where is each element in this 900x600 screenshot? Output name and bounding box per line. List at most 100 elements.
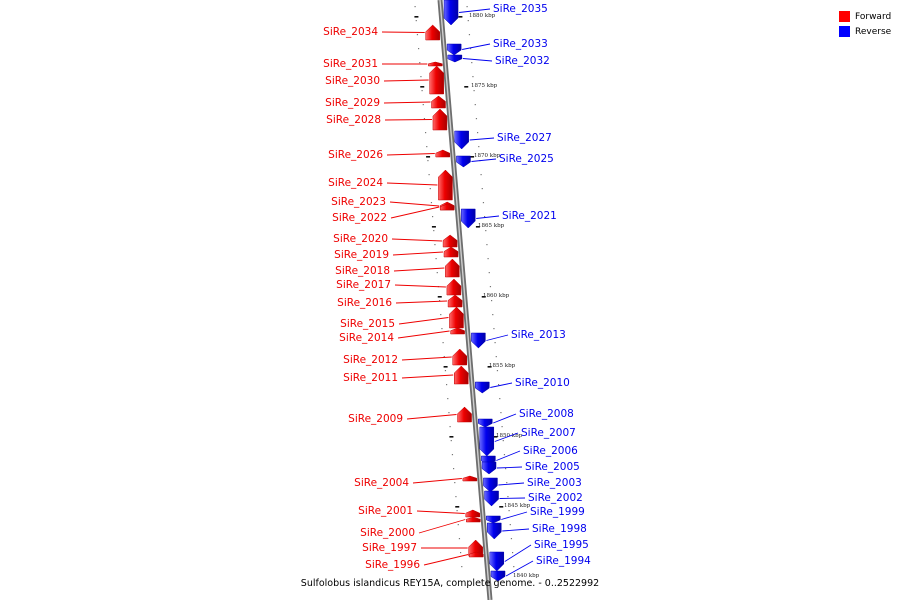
reverse-gene-arrow[interactable]	[443, 0, 459, 26]
gene-label-reverse[interactable]: SiRe_1995	[534, 539, 589, 551]
label-leader-line	[501, 511, 528, 520]
major-tick	[493, 436, 498, 438]
tick-dot	[440, 314, 442, 316]
gene-label-reverse[interactable]: SiRe_2002	[528, 492, 583, 504]
forward-gene-arrow[interactable]	[462, 475, 478, 482]
tick-dot	[505, 468, 507, 470]
gene-label-forward[interactable]: SiRe_2034	[323, 26, 378, 38]
forward-gene-arrow[interactable]	[443, 246, 459, 258]
forward-gene-arrow[interactable]	[454, 365, 469, 385]
gene-label-forward[interactable]: SiRe_2018	[335, 265, 390, 277]
reverse-gene-arrow[interactable]	[486, 515, 501, 524]
forward-gene-arrow[interactable]	[425, 24, 440, 41]
forward-gene-arrow[interactable]	[431, 95, 446, 109]
reverse-gene-arrow[interactable]	[454, 130, 469, 150]
gene-label-reverse[interactable]: SiRe_2013	[511, 329, 566, 341]
scale-label: 1880 kbp	[469, 13, 496, 19]
gene-label-reverse[interactable]: SiRe_2035	[493, 3, 548, 15]
gene-label-reverse[interactable]: SiRe_2021	[502, 210, 557, 222]
tick-dot	[513, 566, 515, 568]
gene-label-reverse[interactable]: SiRe_2025	[499, 153, 554, 165]
forward-gene-arrow[interactable]	[466, 516, 481, 523]
gene-label-reverse[interactable]: SiRe_2008	[519, 408, 574, 420]
gene-label-forward[interactable]: SiRe_2029	[325, 97, 380, 109]
forward-gene-arrow[interactable]	[452, 348, 467, 366]
gene-label-reverse[interactable]: SiRe_1999	[530, 506, 585, 518]
forward-gene-arrow[interactable]	[435, 149, 451, 158]
forward-gene-arrow[interactable]	[449, 306, 464, 329]
forward-gene-arrow[interactable]	[442, 234, 458, 248]
forward-gene-arrow[interactable]	[440, 203, 455, 211]
reverse-gene-arrow[interactable]	[487, 522, 502, 540]
reverse-gene-arrow[interactable]	[490, 570, 506, 582]
gene-label-forward[interactable]: SiRe_2012	[343, 354, 398, 366]
gene-label-forward[interactable]: SiRe_2023	[331, 196, 386, 208]
gene-label-reverse[interactable]: SiRe_2027	[497, 132, 552, 144]
gene-label-reverse[interactable]: SiRe_2007	[521, 427, 576, 439]
reverse-gene-arrow[interactable]	[471, 332, 486, 349]
gene-label-forward[interactable]: SiRe_2020	[333, 233, 388, 245]
tick-dot	[456, 510, 458, 512]
tick-dot	[454, 482, 456, 484]
reverse-gene-arrow[interactable]	[489, 551, 505, 572]
reverse-gene-arrow[interactable]	[447, 54, 463, 63]
gene-label-reverse[interactable]: SiRe_2006	[523, 445, 578, 457]
forward-gene-arrow[interactable]	[468, 551, 484, 558]
gene-label-reverse[interactable]: SiRe_2032	[495, 55, 550, 67]
forward-gene-arrow[interactable]	[428, 61, 443, 67]
gene-label-reverse[interactable]: SiRe_2005	[525, 461, 580, 473]
forward-gene-arrow[interactable]	[438, 169, 453, 201]
gene-label-forward[interactable]: SiRe_2019	[334, 249, 389, 261]
reverse-gene-arrow[interactable]	[483, 477, 498, 493]
forward-gene-arrow[interactable]	[447, 294, 463, 308]
reverse-gene-arrow[interactable]	[481, 461, 497, 475]
major-tick	[426, 156, 431, 158]
forward-gene-arrow[interactable]	[446, 278, 462, 296]
tick-dot	[427, 160, 429, 162]
tick-dot	[415, 20, 417, 22]
gene-label-reverse[interactable]: SiRe_2003	[527, 477, 582, 489]
gene-label-forward[interactable]: SiRe_2024	[328, 177, 383, 189]
gene-label-forward[interactable]: SiRe_2015	[340, 318, 395, 330]
gene-label-forward[interactable]: SiRe_2028	[326, 114, 381, 126]
reverse-gene-arrow[interactable]	[456, 155, 471, 168]
forward-gene-arrow[interactable]	[445, 258, 460, 278]
gene-label-forward[interactable]: SiRe_2022	[332, 212, 387, 224]
tick-dot	[433, 230, 435, 232]
gene-label-forward[interactable]: SiRe_2026	[328, 149, 383, 161]
gene-label-forward[interactable]: SiRe_2009	[348, 413, 403, 425]
reverse-gene-arrow[interactable]	[478, 418, 493, 428]
gene-label-reverse[interactable]: SiRe_2033	[493, 38, 548, 50]
gene-label-reverse[interactable]: SiRe_2010	[515, 377, 570, 389]
forward-gene-arrow[interactable]	[465, 509, 481, 518]
forward-gene-arrow[interactable]	[450, 327, 465, 335]
forward-gene-arrow[interactable]	[432, 108, 448, 131]
tick-dot	[460, 552, 462, 554]
gene-label-forward[interactable]: SiRe_1996	[365, 559, 420, 571]
gene-label-forward[interactable]: SiRe_2030	[325, 75, 380, 87]
tick-dot	[458, 538, 461, 540]
tick-dot	[473, 90, 475, 92]
reverse-gene-arrow[interactable]	[446, 43, 462, 56]
gene-label-reverse[interactable]: SiRe_1998	[532, 523, 587, 535]
gene-label-forward[interactable]: SiRe_2014	[339, 332, 394, 344]
gene-label-forward[interactable]: SiRe_1997	[362, 542, 417, 554]
forward-gene-arrow[interactable]	[457, 406, 472, 423]
gene-label-forward[interactable]: SiRe_2017	[336, 279, 391, 291]
gene-label-forward[interactable]: SiRe_2004	[354, 477, 409, 489]
gene-label-reverse[interactable]: SiRe_1994	[536, 555, 591, 567]
reverse-gene-arrow[interactable]	[484, 490, 499, 507]
gene-label-forward[interactable]: SiRe_2016	[337, 297, 392, 309]
gene-label-forward[interactable]: SiRe_2011	[343, 372, 398, 384]
reverse-gene-arrow[interactable]	[479, 426, 495, 457]
gene-label-forward[interactable]: SiRe_2000	[360, 527, 415, 539]
label-leader-line	[423, 554, 469, 566]
forward-gene-arrow[interactable]	[429, 65, 444, 95]
tick-dot	[470, 48, 472, 50]
reverse-gene-arrow[interactable]	[475, 381, 490, 394]
tick-dot	[496, 370, 499, 372]
reverse-gene-arrow[interactable]	[460, 208, 476, 229]
reverse-labels: SiRe_2035 SiRe_2033 SiRe_2032 SiRe_2027 …	[493, 3, 591, 567]
gene-label-forward[interactable]: SiRe_2001	[358, 505, 413, 517]
gene-label-forward[interactable]: SiRe_2031	[323, 58, 378, 70]
